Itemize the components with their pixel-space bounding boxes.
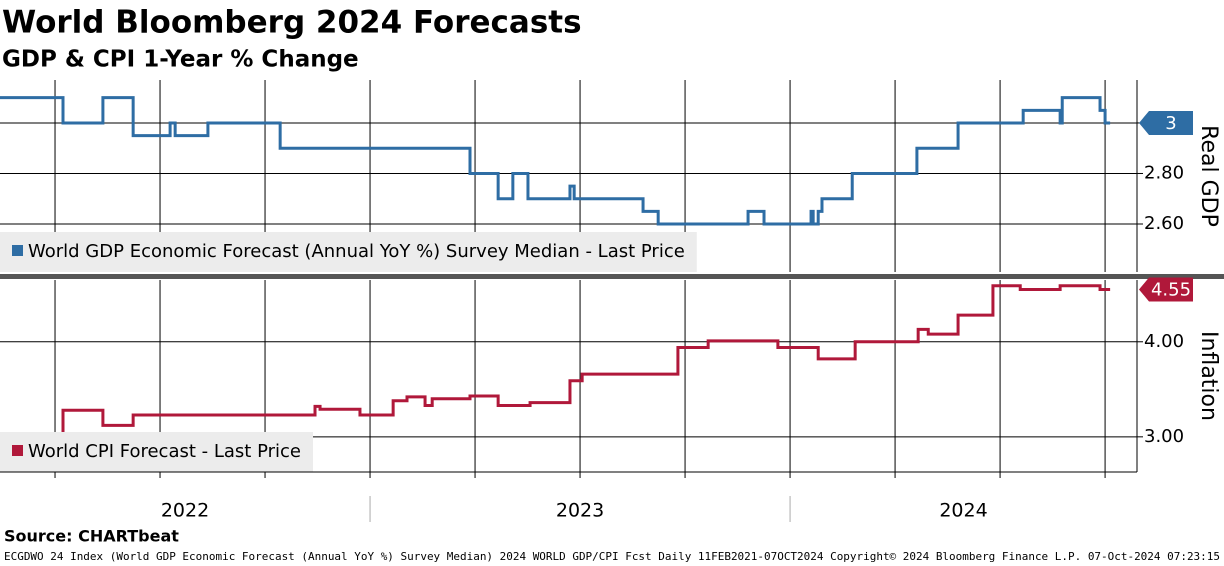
series-line [0,284,1111,451]
legend-swatch [12,445,23,456]
legend-label: World GDP Economic Forecast (Annual YoY … [28,241,685,262]
series-line [0,96,1111,226]
last-value-tag [1139,277,1193,302]
chart-subtitle: GDP & CPI 1-Year % Change [2,47,359,73]
x-tick-label: 2024 [939,500,987,522]
last-value-tag [1139,110,1193,135]
x-tick-label: 2023 [556,500,604,522]
legend-box [0,232,697,272]
y-tick-label: 2.60 [1144,213,1184,234]
legend-box [0,432,313,472]
last-value-label: 3 [1165,113,1176,134]
y-tick-label: 2.80 [1144,162,1184,183]
y-axis-label: Real GDP [1196,125,1221,227]
y-axis-label: Inflation [1196,331,1221,421]
y-tick-label: 4.00 [1144,331,1184,352]
source: Source: CHARTbeat [4,527,179,546]
panel-separator [0,274,1224,279]
legend-label: World CPI Forecast - Last Price [28,441,301,462]
y-tick-label: 3.00 [1144,426,1184,447]
legend-swatch [12,245,23,256]
chart-title: World Bloomberg 2024 Forecasts [2,5,582,41]
x-tick-label: 2022 [161,500,209,522]
last-value-label: 4.55 [1151,280,1191,301]
footer: ECGDWO 24 Index (World GDP Economic Fore… [4,550,1220,563]
